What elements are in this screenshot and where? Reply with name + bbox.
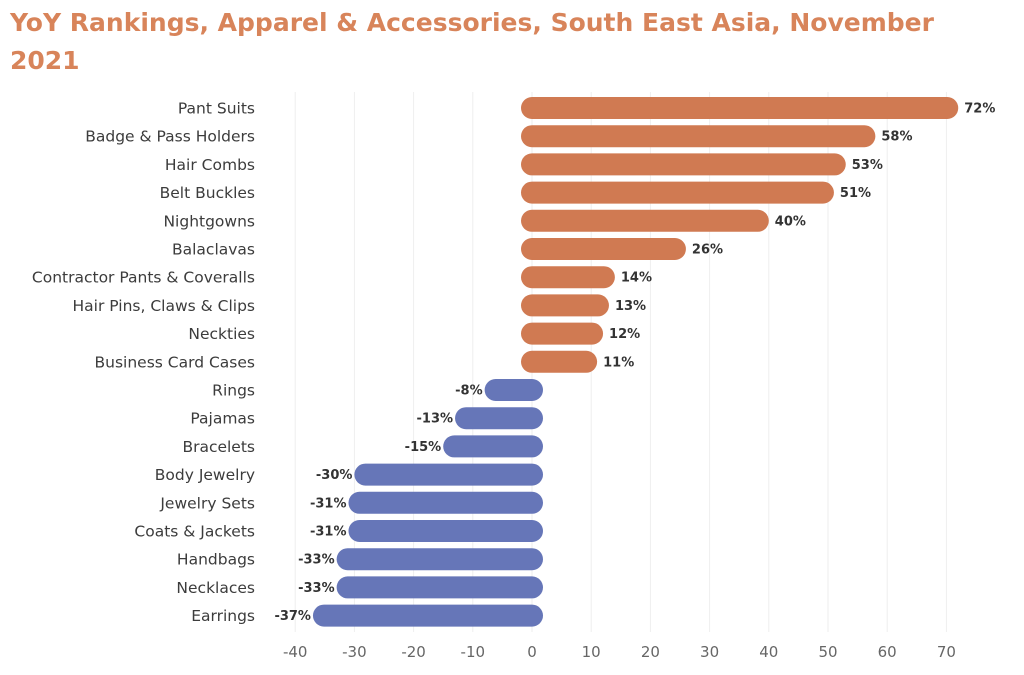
- x-tick-label: 40: [759, 643, 778, 661]
- bar: [521, 294, 609, 317]
- value-label: -15%: [405, 440, 442, 455]
- category-label: Business Card Cases: [95, 353, 255, 371]
- category-label: Balaclavas: [172, 241, 255, 259]
- category-label: Bracelets: [182, 438, 255, 456]
- category-label: Hair Pins, Claws & Clips: [73, 297, 256, 315]
- category-label: Rings: [212, 382, 255, 400]
- x-tick-label: 70: [937, 643, 956, 661]
- category-label: Hair Combs: [165, 156, 255, 174]
- value-label: -31%: [310, 525, 347, 540]
- value-label: 40%: [775, 214, 806, 229]
- category-label: Neckties: [188, 325, 255, 343]
- x-tick-label: 10: [582, 643, 601, 661]
- value-label: 13%: [615, 299, 646, 314]
- x-tick-label: -20: [401, 643, 426, 661]
- category-label: Jewelry Sets: [159, 494, 255, 512]
- value-label: -33%: [298, 581, 335, 596]
- category-label: Pant Suits: [178, 100, 255, 118]
- bar: [312, 604, 543, 627]
- bar: [348, 520, 543, 542]
- bar: [354, 463, 543, 486]
- category-label: Handbags: [177, 551, 255, 569]
- category-label: Earrings: [191, 607, 255, 625]
- chart-title: YoY Rankings, Apparel & Accessories, Sou…: [10, 8, 934, 75]
- category-label: Coats & Jackets: [134, 523, 255, 541]
- category-label: Pajamas: [190, 410, 255, 428]
- x-tick-label: 50: [818, 643, 837, 661]
- value-label: 14%: [621, 271, 652, 286]
- value-label: 58%: [881, 130, 912, 145]
- value-label: 26%: [692, 243, 723, 258]
- bar: [521, 238, 686, 260]
- value-label: -33%: [298, 553, 335, 568]
- category-label: Nightgowns: [163, 212, 255, 230]
- bar: [484, 379, 543, 401]
- x-tick-label: -40: [283, 643, 308, 661]
- value-label: 12%: [609, 327, 640, 342]
- x-tick-label: -10: [461, 643, 486, 661]
- category-label: Badge & Pass Holders: [85, 128, 255, 146]
- bar: [348, 491, 543, 514]
- category-label: Contractor Pants & Coveralls: [32, 269, 255, 287]
- bar: [521, 209, 769, 232]
- bar: [521, 125, 876, 148]
- x-tick-label: 60: [878, 643, 897, 661]
- bar: [521, 266, 615, 289]
- bar: [521, 153, 846, 176]
- value-label: -37%: [274, 609, 311, 624]
- value-label: -13%: [417, 412, 454, 427]
- x-tick-label: -30: [342, 643, 367, 661]
- x-tick-label: 0: [527, 643, 537, 661]
- bar: [521, 322, 604, 345]
- bar: [521, 97, 959, 119]
- bar: [521, 181, 834, 204]
- bar: [521, 350, 598, 373]
- bar: [336, 576, 543, 599]
- value-label: -30%: [316, 468, 353, 483]
- value-label: -8%: [455, 384, 482, 399]
- bar: [455, 407, 543, 430]
- bar: [336, 548, 543, 571]
- category-label: Body Jewelry: [155, 466, 255, 484]
- value-label: 11%: [603, 355, 634, 370]
- value-label: -31%: [310, 496, 347, 511]
- x-tick-label: 30: [700, 643, 719, 661]
- value-label: 53%: [852, 158, 883, 173]
- value-label: 72%: [964, 102, 995, 117]
- category-label: Necklaces: [176, 579, 255, 597]
- x-tick-label: 20: [641, 643, 660, 661]
- value-label: 51%: [840, 186, 871, 201]
- bar: [443, 435, 543, 458]
- category-label: Belt Buckles: [160, 184, 255, 202]
